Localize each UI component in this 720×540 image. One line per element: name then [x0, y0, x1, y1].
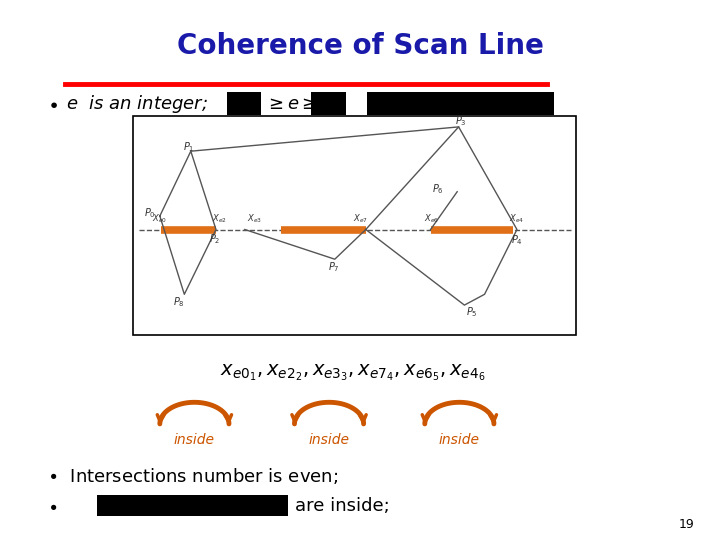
Text: inside: inside: [309, 433, 349, 447]
Text: $P_4$: $P_4$: [511, 233, 523, 247]
Bar: [227, 92, 261, 115]
Text: $P_0$: $P_0$: [144, 206, 156, 220]
Text: $e$  is an integer;: $e$ is an integer;: [66, 93, 208, 114]
Text: $P_1$: $P_1$: [183, 140, 194, 154]
Bar: [133, 116, 576, 335]
Text: $X_{e3}$: $X_{e3}$: [248, 212, 262, 225]
Text: $\bullet$: $\bullet$: [47, 94, 58, 113]
Text: $X_{e4}$: $X_{e4}$: [509, 212, 525, 225]
Text: $P_8$: $P_8$: [173, 295, 184, 309]
Text: $P_3$: $P_3$: [455, 114, 467, 129]
Text: Coherence of Scan Line: Coherence of Scan Line: [176, 32, 544, 60]
Text: $\geq e \geq$: $\geq e \geq$: [265, 94, 317, 113]
Bar: [367, 92, 554, 115]
Bar: [311, 92, 346, 115]
Text: inside: inside: [439, 433, 480, 447]
Text: $X_{e6}$: $X_{e6}$: [425, 212, 439, 225]
Text: $x_{e0_1}, x_{e2_2}, x_{e3_3}, x_{e7_4}, x_{e6_5}, x_{e4_6}$: $x_{e0_1}, x_{e2_2}, x_{e3_3}, x_{e7_4},…: [220, 362, 485, 383]
Text: 19: 19: [679, 518, 695, 531]
Text: $P_2$: $P_2$: [209, 232, 220, 246]
Text: are inside;: are inside;: [295, 497, 390, 515]
Text: $P_5$: $P_5$: [466, 305, 477, 319]
Text: $\bullet$: $\bullet$: [47, 497, 57, 515]
Text: inside: inside: [174, 433, 215, 447]
Text: $X_{e0}$: $X_{e0}$: [153, 212, 167, 225]
Text: $P_7$: $P_7$: [328, 260, 339, 274]
Text: $X_{e7}$: $X_{e7}$: [353, 212, 367, 225]
Bar: [97, 495, 288, 516]
Text: $P_6$: $P_6$: [432, 182, 444, 196]
Text: $\bullet$  Intersections number is even;: $\bullet$ Intersections number is even;: [47, 466, 338, 487]
Text: $X_{e2}$: $X_{e2}$: [212, 212, 227, 225]
